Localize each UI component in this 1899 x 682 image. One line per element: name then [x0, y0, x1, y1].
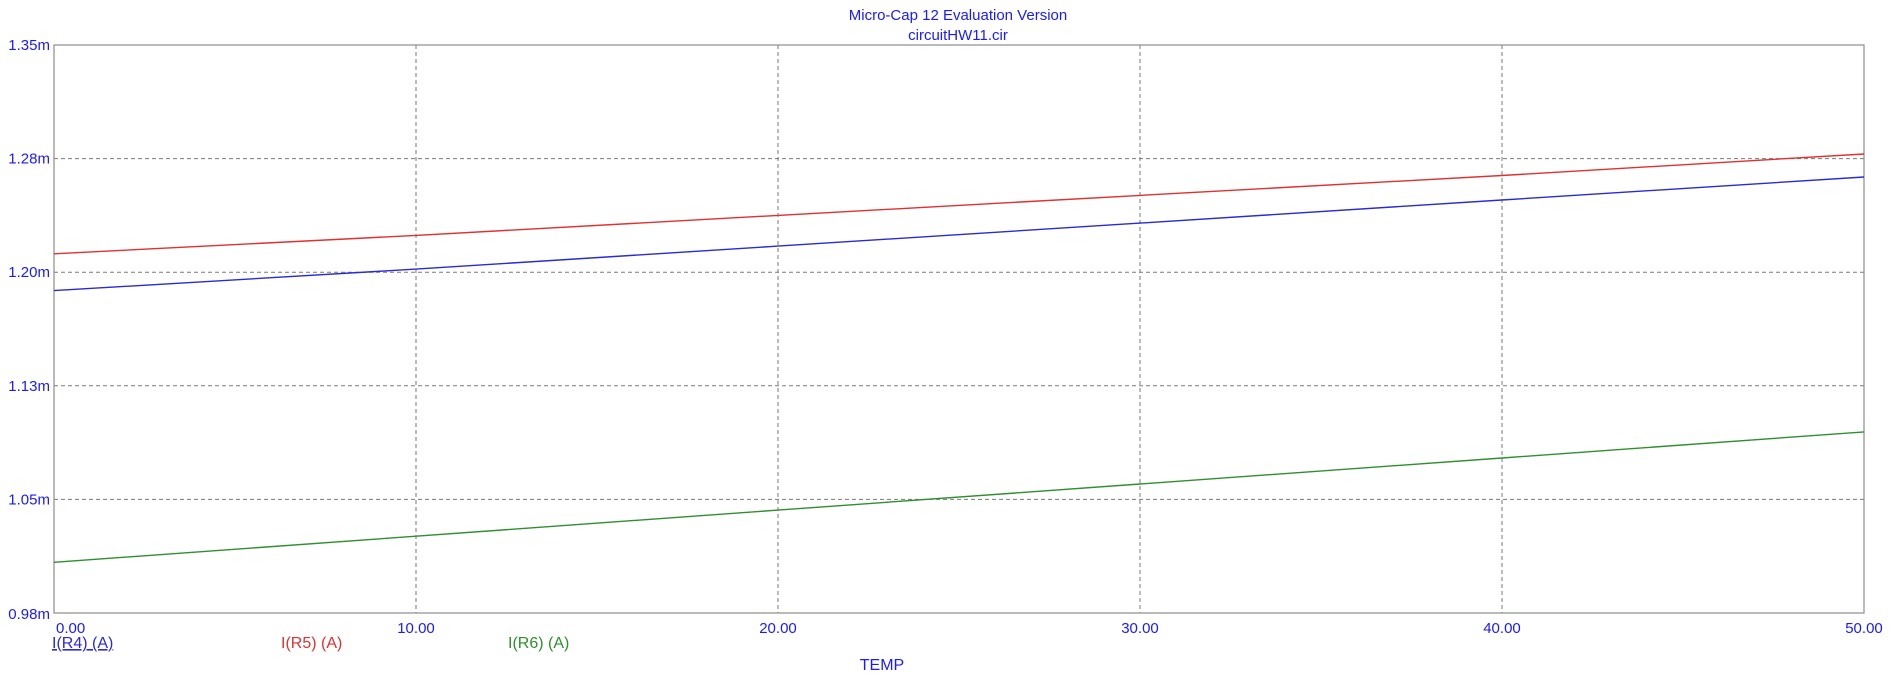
x-tick-label: 40.00 — [1483, 620, 1521, 637]
y-tick-label: 1.13m — [8, 378, 50, 395]
x-axis-label: TEMP — [860, 657, 904, 674]
x-tick-label: 30.00 — [1121, 620, 1159, 637]
series-line-2 — [53, 153, 1865, 255]
legend-entry: I(R5) (A) — [281, 635, 342, 652]
y-tick-label: 1.20m — [8, 264, 50, 281]
series-line-3 — [53, 431, 1865, 563]
legend: I(R4) (A) I(R5) (A) I(R6) (A) — [52, 635, 569, 652]
chart-subtitle: circuitHW11.cir — [908, 27, 1008, 44]
series-lines — [53, 153, 1865, 563]
y-tick-label: 0.98m — [8, 606, 50, 623]
series-line-1 — [53, 176, 1865, 292]
legend-entry: I(R6) (A) — [508, 635, 569, 652]
grid-lines — [54, 45, 1864, 613]
x-tick-label: 20.00 — [759, 620, 797, 637]
x-tick-label: 50.00 — [1845, 620, 1883, 637]
y-tick-label: 1.28m — [8, 151, 50, 168]
y-tick-label: 1.05m — [8, 491, 50, 508]
plot-frame — [53, 44, 1865, 614]
x-tick-label: 10.00 — [397, 620, 435, 637]
y-tick-label: 1.35m — [8, 37, 50, 54]
chart-title: Micro-Cap 12 Evaluation Version — [849, 7, 1067, 24]
x-axis-ticks: 0.00 10.00 20.00 30.00 40.00 50.00 — [56, 620, 1883, 637]
y-axis-ticks: 0.98m 1.05m 1.13m 1.20m 1.28m 1.35m — [8, 37, 50, 623]
x-tick-label: 0.00 — [56, 620, 85, 637]
legend-entry: I(R4) (A) — [52, 635, 113, 652]
